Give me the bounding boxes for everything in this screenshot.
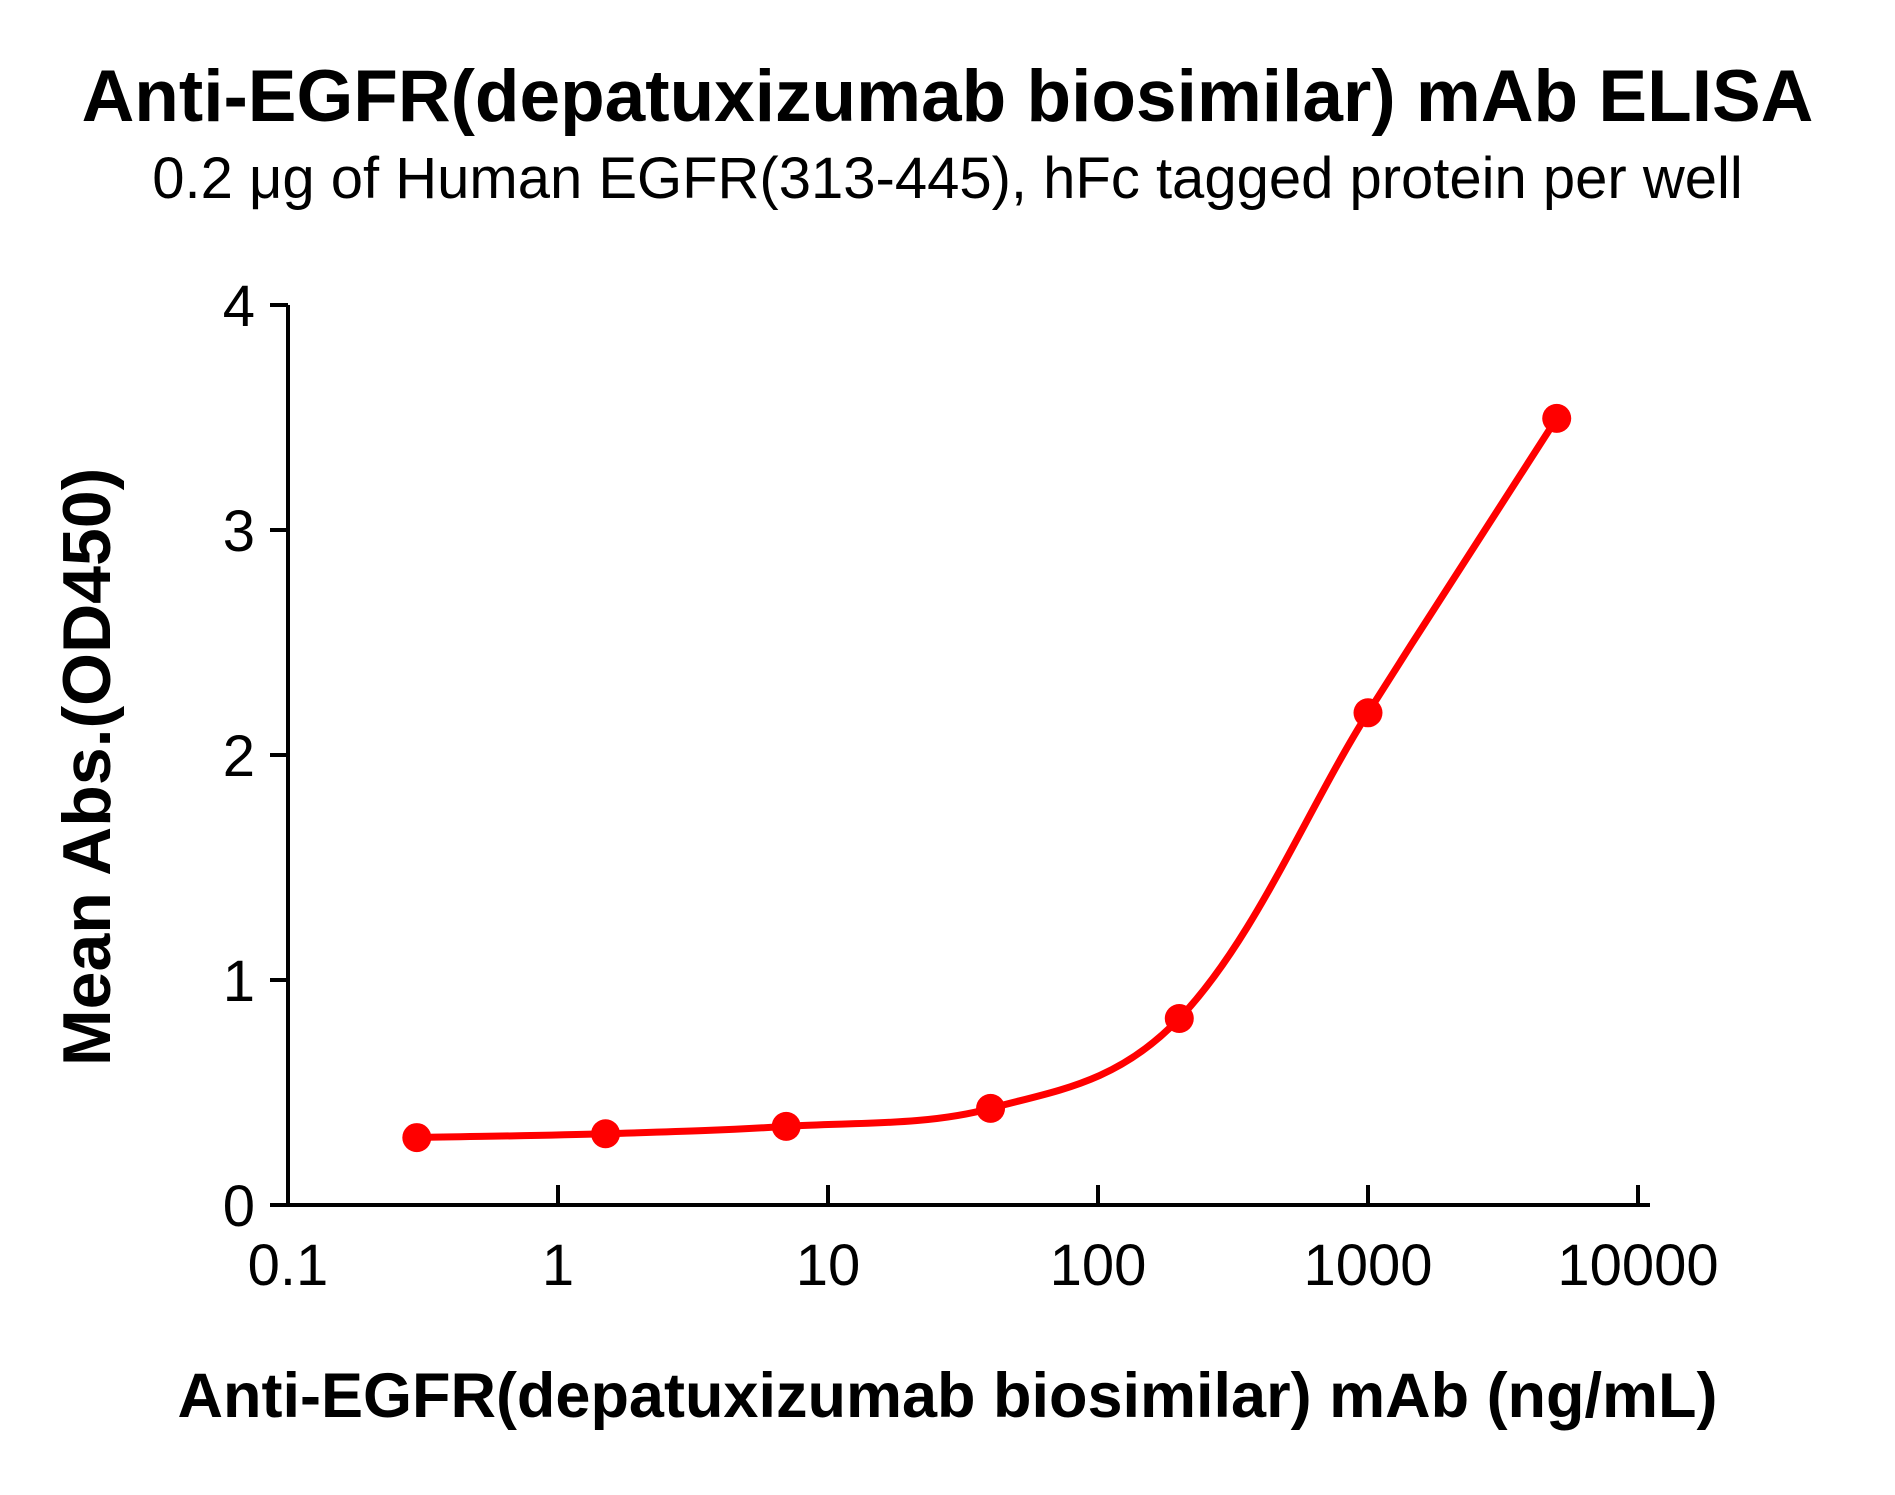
svg-text:1: 1	[542, 1233, 574, 1298]
svg-text:4: 4	[223, 274, 255, 339]
svg-text:0.1: 0.1	[248, 1233, 329, 1298]
svg-text:10000: 10000	[1557, 1233, 1718, 1298]
svg-text:2: 2	[223, 724, 255, 789]
svg-text:1: 1	[223, 949, 255, 1014]
svg-text:0: 0	[223, 1174, 255, 1239]
svg-text:1000: 1000	[1303, 1233, 1432, 1298]
svg-text:100: 100	[1050, 1233, 1147, 1298]
svg-text:3: 3	[223, 499, 255, 564]
svg-text:10: 10	[796, 1233, 861, 1298]
